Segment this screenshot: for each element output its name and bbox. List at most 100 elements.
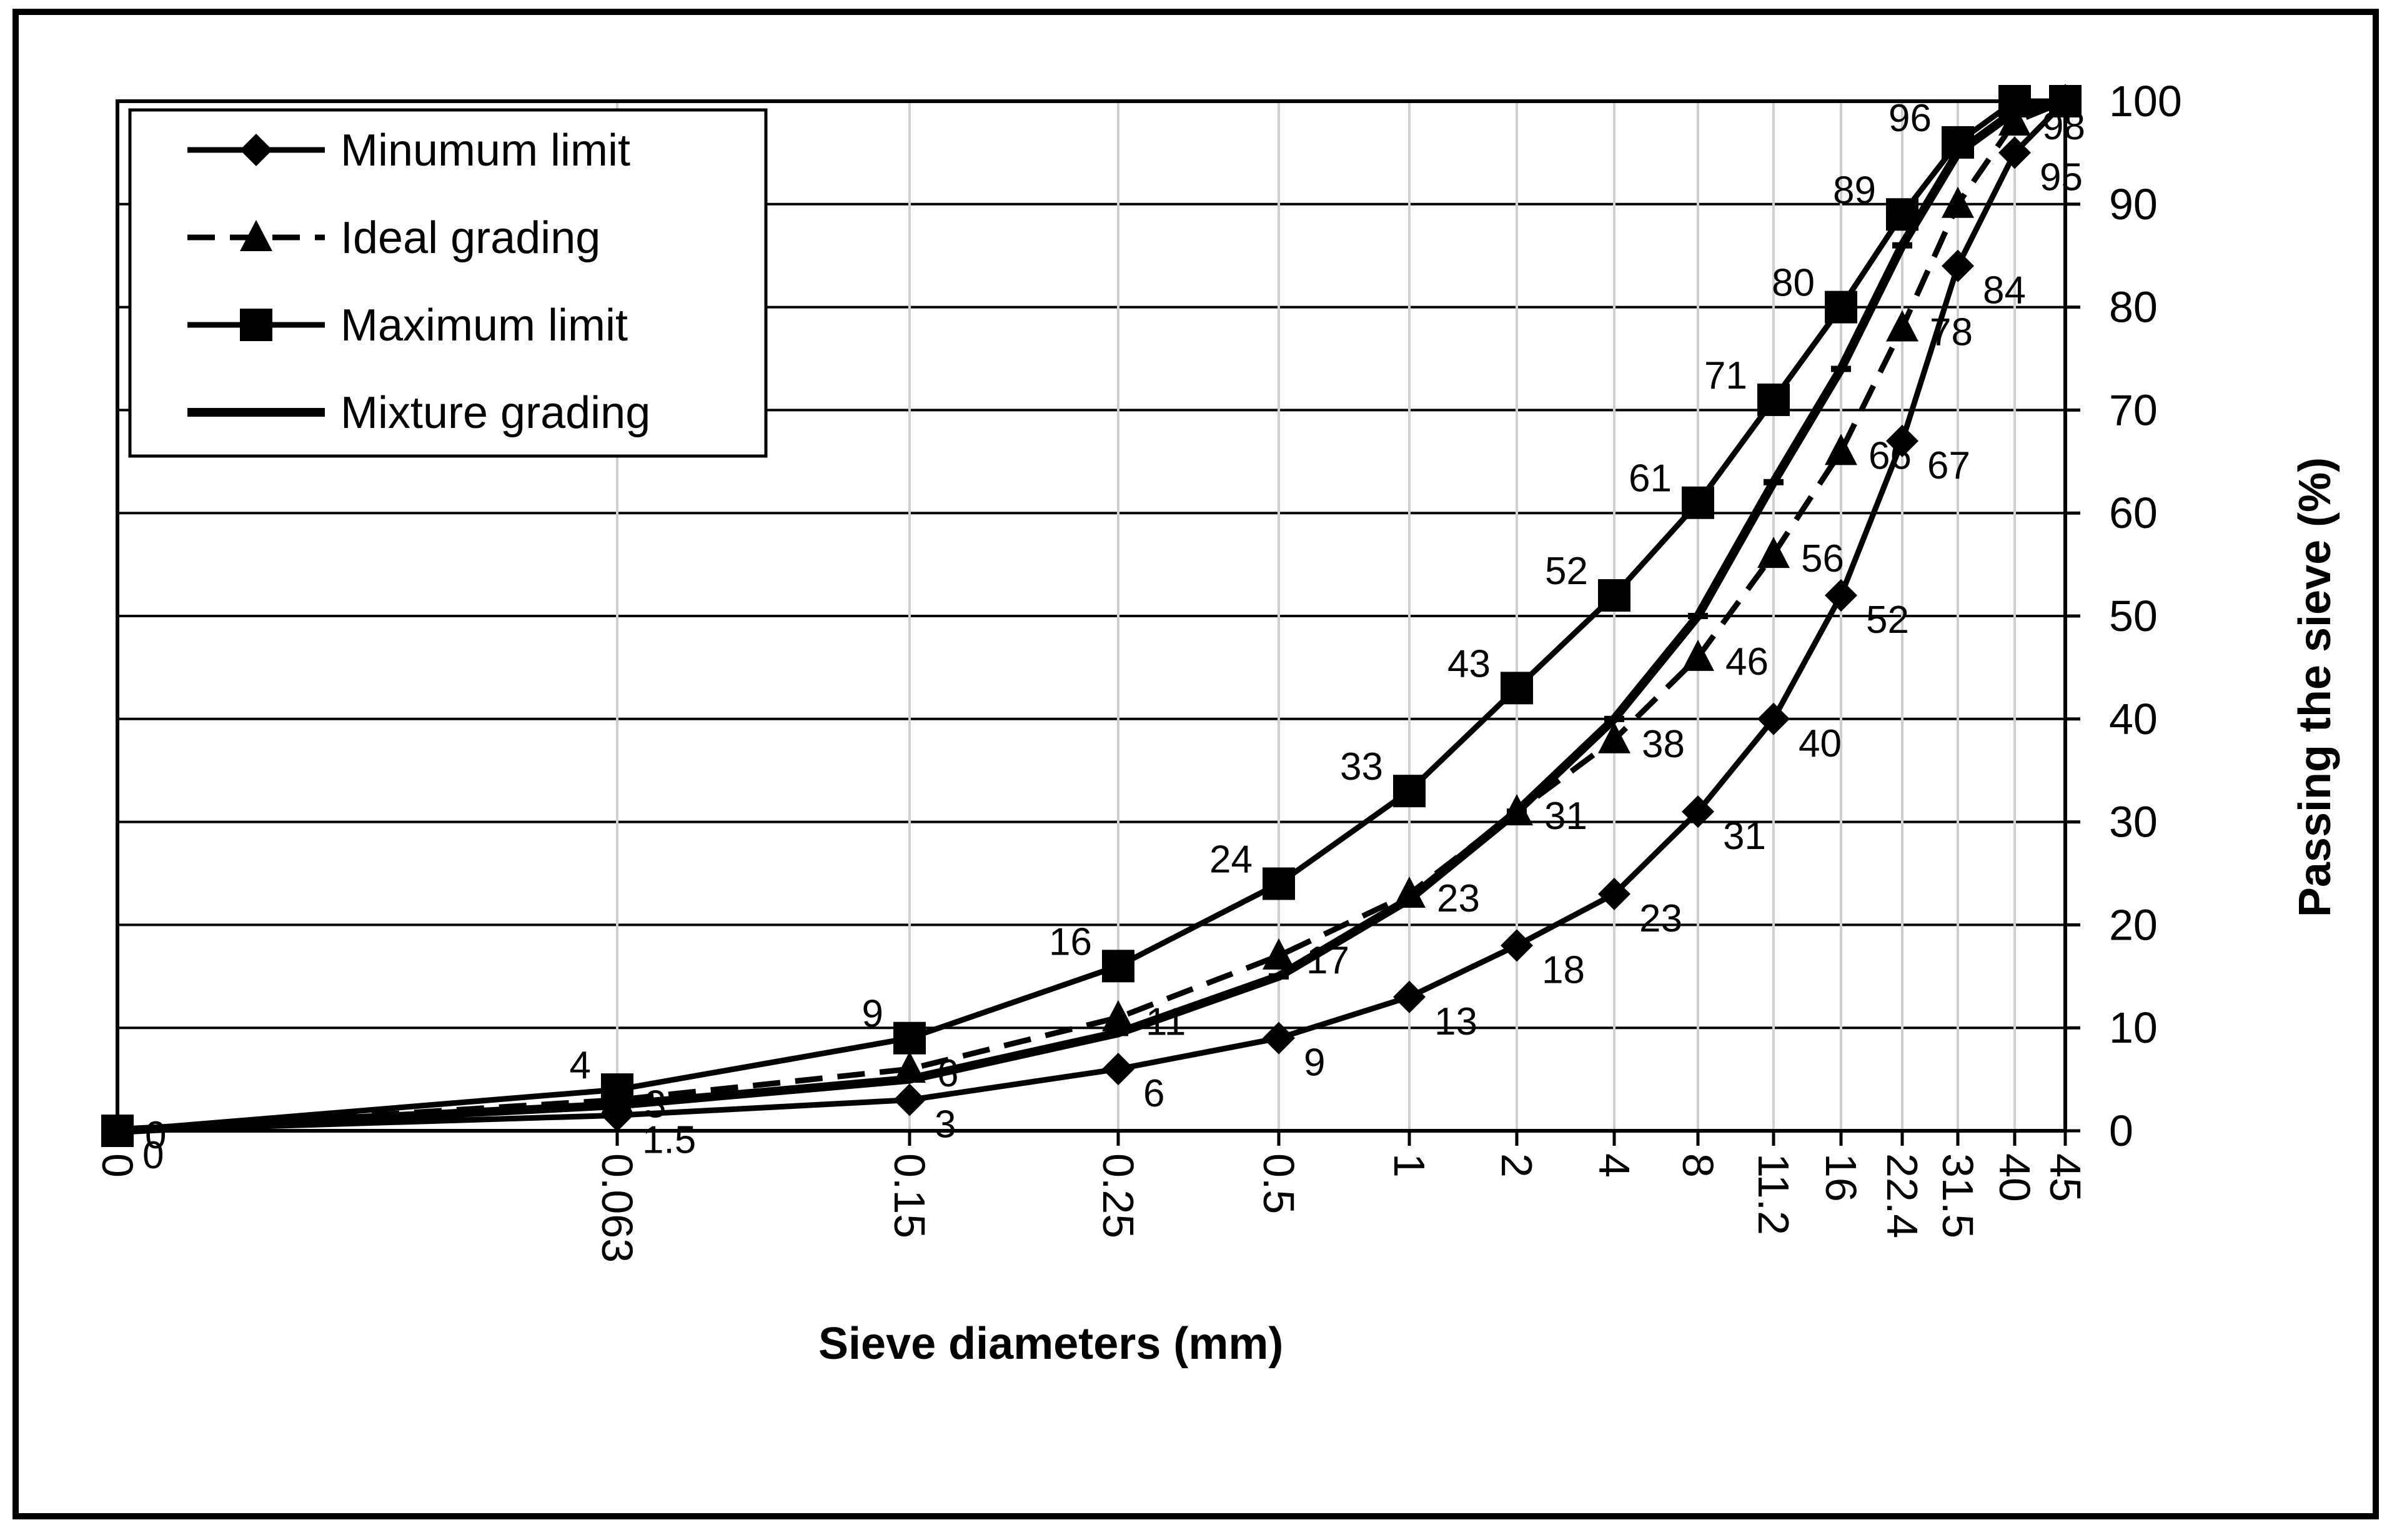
ideal-grading-point xyxy=(1102,1000,1134,1031)
x-tick-label: 0.5 xyxy=(1254,1153,1303,1214)
minimum-limit-point xyxy=(1998,136,2031,169)
minimum-limit-point xyxy=(1263,1021,1295,1055)
minimum-limit-point xyxy=(240,134,272,166)
maximum-limit-point xyxy=(1393,775,1426,808)
data-label: 3 xyxy=(645,1083,666,1126)
data-label: 38 xyxy=(1642,723,1685,766)
data-label: 84 xyxy=(1983,269,2026,312)
minimum-limit-point xyxy=(1757,702,1790,735)
data-label: 46 xyxy=(1725,640,1769,683)
x-tick-label: 8 xyxy=(1674,1153,1722,1178)
data-label: 31 xyxy=(1544,795,1587,838)
data-label: 40 xyxy=(1799,722,1842,765)
data-label: 24 xyxy=(1209,838,1253,881)
minimum-limit-point xyxy=(1393,980,1426,1013)
mixture-grading-point xyxy=(1764,479,1784,485)
y-tick-label: 100 xyxy=(2109,77,2182,126)
ideal-grading-point xyxy=(1998,104,2031,136)
y-tick-label: 90 xyxy=(2109,180,2158,229)
data-label: 4 xyxy=(570,1044,591,1087)
minimum-limit-point xyxy=(1886,424,1918,457)
data-label: 43 xyxy=(1447,642,1491,685)
data-label: 16 xyxy=(1049,920,1092,963)
legend: Minumum limit Ideal grading Maximum limit M… xyxy=(128,108,768,458)
ideal-grading-point xyxy=(1825,434,1857,465)
y-tick-label: 40 xyxy=(2109,695,2158,743)
data-label: 3 xyxy=(935,1103,956,1146)
legend-entry: Maximum limit xyxy=(340,301,628,350)
data-label: 33 xyxy=(1340,745,1383,788)
mixture-grading-point xyxy=(1269,973,1289,980)
data-label: 11 xyxy=(1146,1001,1186,1044)
minimum-limit-point xyxy=(1501,929,1533,962)
data-label: 6 xyxy=(937,1052,958,1095)
data-label: 9 xyxy=(862,993,883,1036)
data-labels: 0 1.5 369131823314052678495036111723313846… xyxy=(142,97,2085,1177)
maximum-limit-point xyxy=(240,309,272,341)
x-tick-label: 45 xyxy=(2041,1153,2090,1202)
y-tick-label: 0 xyxy=(2109,1106,2133,1155)
mixture-grading-point xyxy=(1892,242,1912,249)
maximum-limit-point xyxy=(1757,383,1790,416)
maximum-limit-point xyxy=(1263,867,1295,900)
x-tick-label: 40 xyxy=(1990,1153,2039,1202)
x-tick-label: 4 xyxy=(1590,1153,1639,1178)
maximum-limit-point xyxy=(601,1073,633,1106)
minimum-limit-point xyxy=(1825,579,1857,612)
x-tick-label: 16 xyxy=(1817,1153,1865,1202)
y-tick-label: 60 xyxy=(2109,489,2158,537)
data-label: 95 xyxy=(2040,156,2083,199)
data-label: 17 xyxy=(1306,939,1349,982)
data-label: 96 xyxy=(1888,97,1932,140)
data-label: 31 xyxy=(1723,815,1766,858)
data-label: 98 xyxy=(2042,105,2085,148)
maximum-limit-point xyxy=(1825,291,1857,324)
ideal-grading-point xyxy=(1682,639,1714,671)
legend-entry: Minumum limit xyxy=(340,126,630,176)
x-axis-title: Sieve diameters (mm) xyxy=(818,1319,1283,1369)
y-tick-label: 10 xyxy=(2109,1003,2158,1052)
x-tick-label: 22.4 xyxy=(1878,1153,1927,1238)
y-tick-label: 50 xyxy=(2109,592,2158,640)
ideal-grading-point xyxy=(1942,186,1974,218)
maximum-limit-point xyxy=(1598,579,1630,612)
minimum-limit-point xyxy=(1682,795,1714,828)
ideal-grading-point xyxy=(1886,310,1918,342)
x-tick-label: 0.063 xyxy=(593,1153,642,1263)
y-tick-label: 20 xyxy=(2109,900,2158,949)
data-label: 6 xyxy=(1143,1072,1164,1115)
x-tick-label: 1 xyxy=(1385,1153,1434,1178)
x-tick-label: 2 xyxy=(1492,1153,1541,1178)
maximum-limit-point xyxy=(1682,486,1714,519)
mixture-grading-point xyxy=(1507,808,1527,815)
data-label: 71 xyxy=(1704,354,1747,397)
legend-box xyxy=(128,108,768,458)
data-label: 80 xyxy=(1772,262,1815,305)
data-label: 23 xyxy=(1639,897,1682,940)
y-tick-label: 30 xyxy=(2109,798,2158,847)
minimum-limit-point xyxy=(1598,877,1630,910)
data-label: 78 xyxy=(1930,311,1973,354)
data-label: 18 xyxy=(1542,948,1585,991)
minimum-limit-point xyxy=(893,1083,926,1116)
mixture-grading-point xyxy=(2055,98,2075,104)
x-tick-label: 0.25 xyxy=(1094,1153,1143,1238)
ideal-grading-point xyxy=(1263,938,1295,970)
x-tick-label: 0.15 xyxy=(885,1153,934,1238)
mixture-grading-point xyxy=(1831,365,1851,372)
data-label: 61 xyxy=(1629,457,1672,500)
maximum-limit-point xyxy=(1886,198,1918,231)
mixture-grading-point xyxy=(1948,149,1968,156)
mixture-grading-point xyxy=(246,409,266,415)
ideal-grading-point xyxy=(1598,722,1630,753)
mixture-grading-point xyxy=(1108,1030,1128,1036)
data-label: 67 xyxy=(1927,444,1970,487)
maximum-limit-point xyxy=(1102,950,1134,983)
legend-entry: Mixture grading xyxy=(340,388,650,438)
mixture-grading-point xyxy=(900,1076,920,1083)
ideal-grading-point xyxy=(1757,537,1790,569)
data-label: 56 xyxy=(1801,537,1844,580)
data-label: 0 xyxy=(142,1134,164,1177)
